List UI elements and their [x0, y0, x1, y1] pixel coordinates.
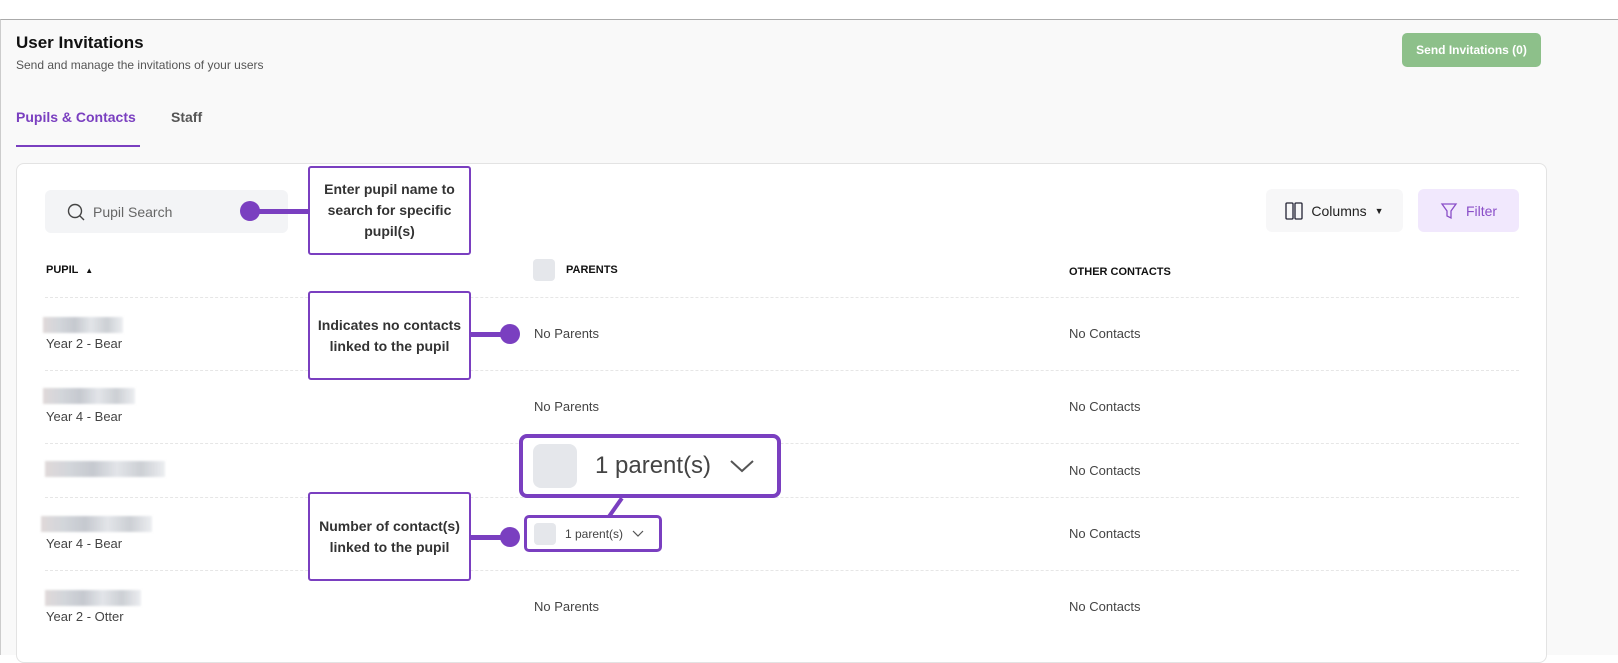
chevron-down-icon [632, 530, 644, 537]
pupil-column-header[interactable]: PUPIL ▲ [46, 264, 94, 276]
parents-count: 1 parent(s) [565, 526, 624, 541]
select-all-parents-checkbox[interactable] [533, 259, 555, 281]
pupil-class: Year 4 - Bear [46, 409, 123, 424]
pupil-class: Year 4 - Bear [46, 536, 123, 551]
parent-checkbox[interactable] [534, 522, 556, 545]
pupil-name-redacted [45, 461, 165, 477]
parents-column-header: PARENTS [566, 264, 618, 276]
parents-cell: No Parents [534, 599, 600, 614]
table-card [16, 163, 1547, 663]
other-contacts-column-header: OTHER CONTACTS [1069, 266, 1171, 278]
columns-icon [1285, 201, 1304, 220]
search-icon [67, 203, 85, 220]
no-contacts-callout: Indicates no contacts linked to the pupi… [308, 291, 471, 380]
callout-dot [240, 201, 260, 221]
other-contacts-cell: No Contacts [1069, 599, 1141, 614]
search-callout: Enter pupil name to search for specific … [308, 166, 471, 255]
filter-button[interactable]: Filter [1418, 189, 1519, 232]
pupil-class: Year 2 - Bear [46, 336, 123, 351]
other-contacts-cell: No Contacts [1069, 463, 1141, 478]
search-placeholder: Pupil Search [93, 203, 173, 220]
callout-dot [500, 527, 520, 547]
parents-cell: No Parents [534, 326, 600, 341]
filter-icon [1440, 202, 1458, 219]
send-invitations-button[interactable]: Send Invitations (0) [1402, 33, 1541, 67]
pupil-name-redacted [43, 388, 135, 404]
other-contacts-cell: No Contacts [1069, 326, 1141, 341]
callout-dot [500, 324, 520, 344]
filter-label: Filter [1465, 202, 1498, 219]
parents-cell: No Parents [534, 399, 600, 414]
magnified-label: 1 parent(s) [595, 452, 712, 479]
other-contacts-cell: No Contacts [1069, 399, 1141, 414]
active-tab-indicator [16, 145, 140, 147]
columns-label: Columns [1311, 202, 1367, 219]
sort-asc-icon: ▲ [85, 266, 94, 275]
tab-staff[interactable]: Staff [171, 109, 203, 125]
callout-connector [470, 332, 512, 337]
caret-down-icon: ▼ [1374, 205, 1384, 216]
count-callout: Number of contact(s) linked to the pupil [308, 492, 471, 581]
chevron-down-icon [730, 460, 754, 473]
callout-connector [251, 209, 309, 214]
columns-button[interactable]: Columns ▼ [1266, 189, 1403, 232]
page-title: User Invitations [16, 33, 144, 52]
other-contacts-cell: No Contacts [1069, 526, 1141, 541]
page-subtitle: Send and manage the invitations of your … [16, 58, 264, 72]
pupil-class: Year 2 - Otter [46, 609, 124, 624]
parents-dropdown[interactable]: 1 parent(s) [524, 515, 662, 552]
pupil-name-redacted [43, 317, 123, 333]
pupil-name-redacted [45, 590, 141, 606]
magnified-checkbox [533, 444, 577, 488]
page: User Invitations Send and manage the inv… [0, 19, 1618, 663]
magnified-parent-dropdown: 1 parent(s) [519, 434, 781, 498]
callout-connector [470, 535, 512, 540]
pupil-name-redacted [41, 516, 152, 532]
tab-pupils-contacts[interactable]: Pupils & Contacts [16, 109, 136, 125]
